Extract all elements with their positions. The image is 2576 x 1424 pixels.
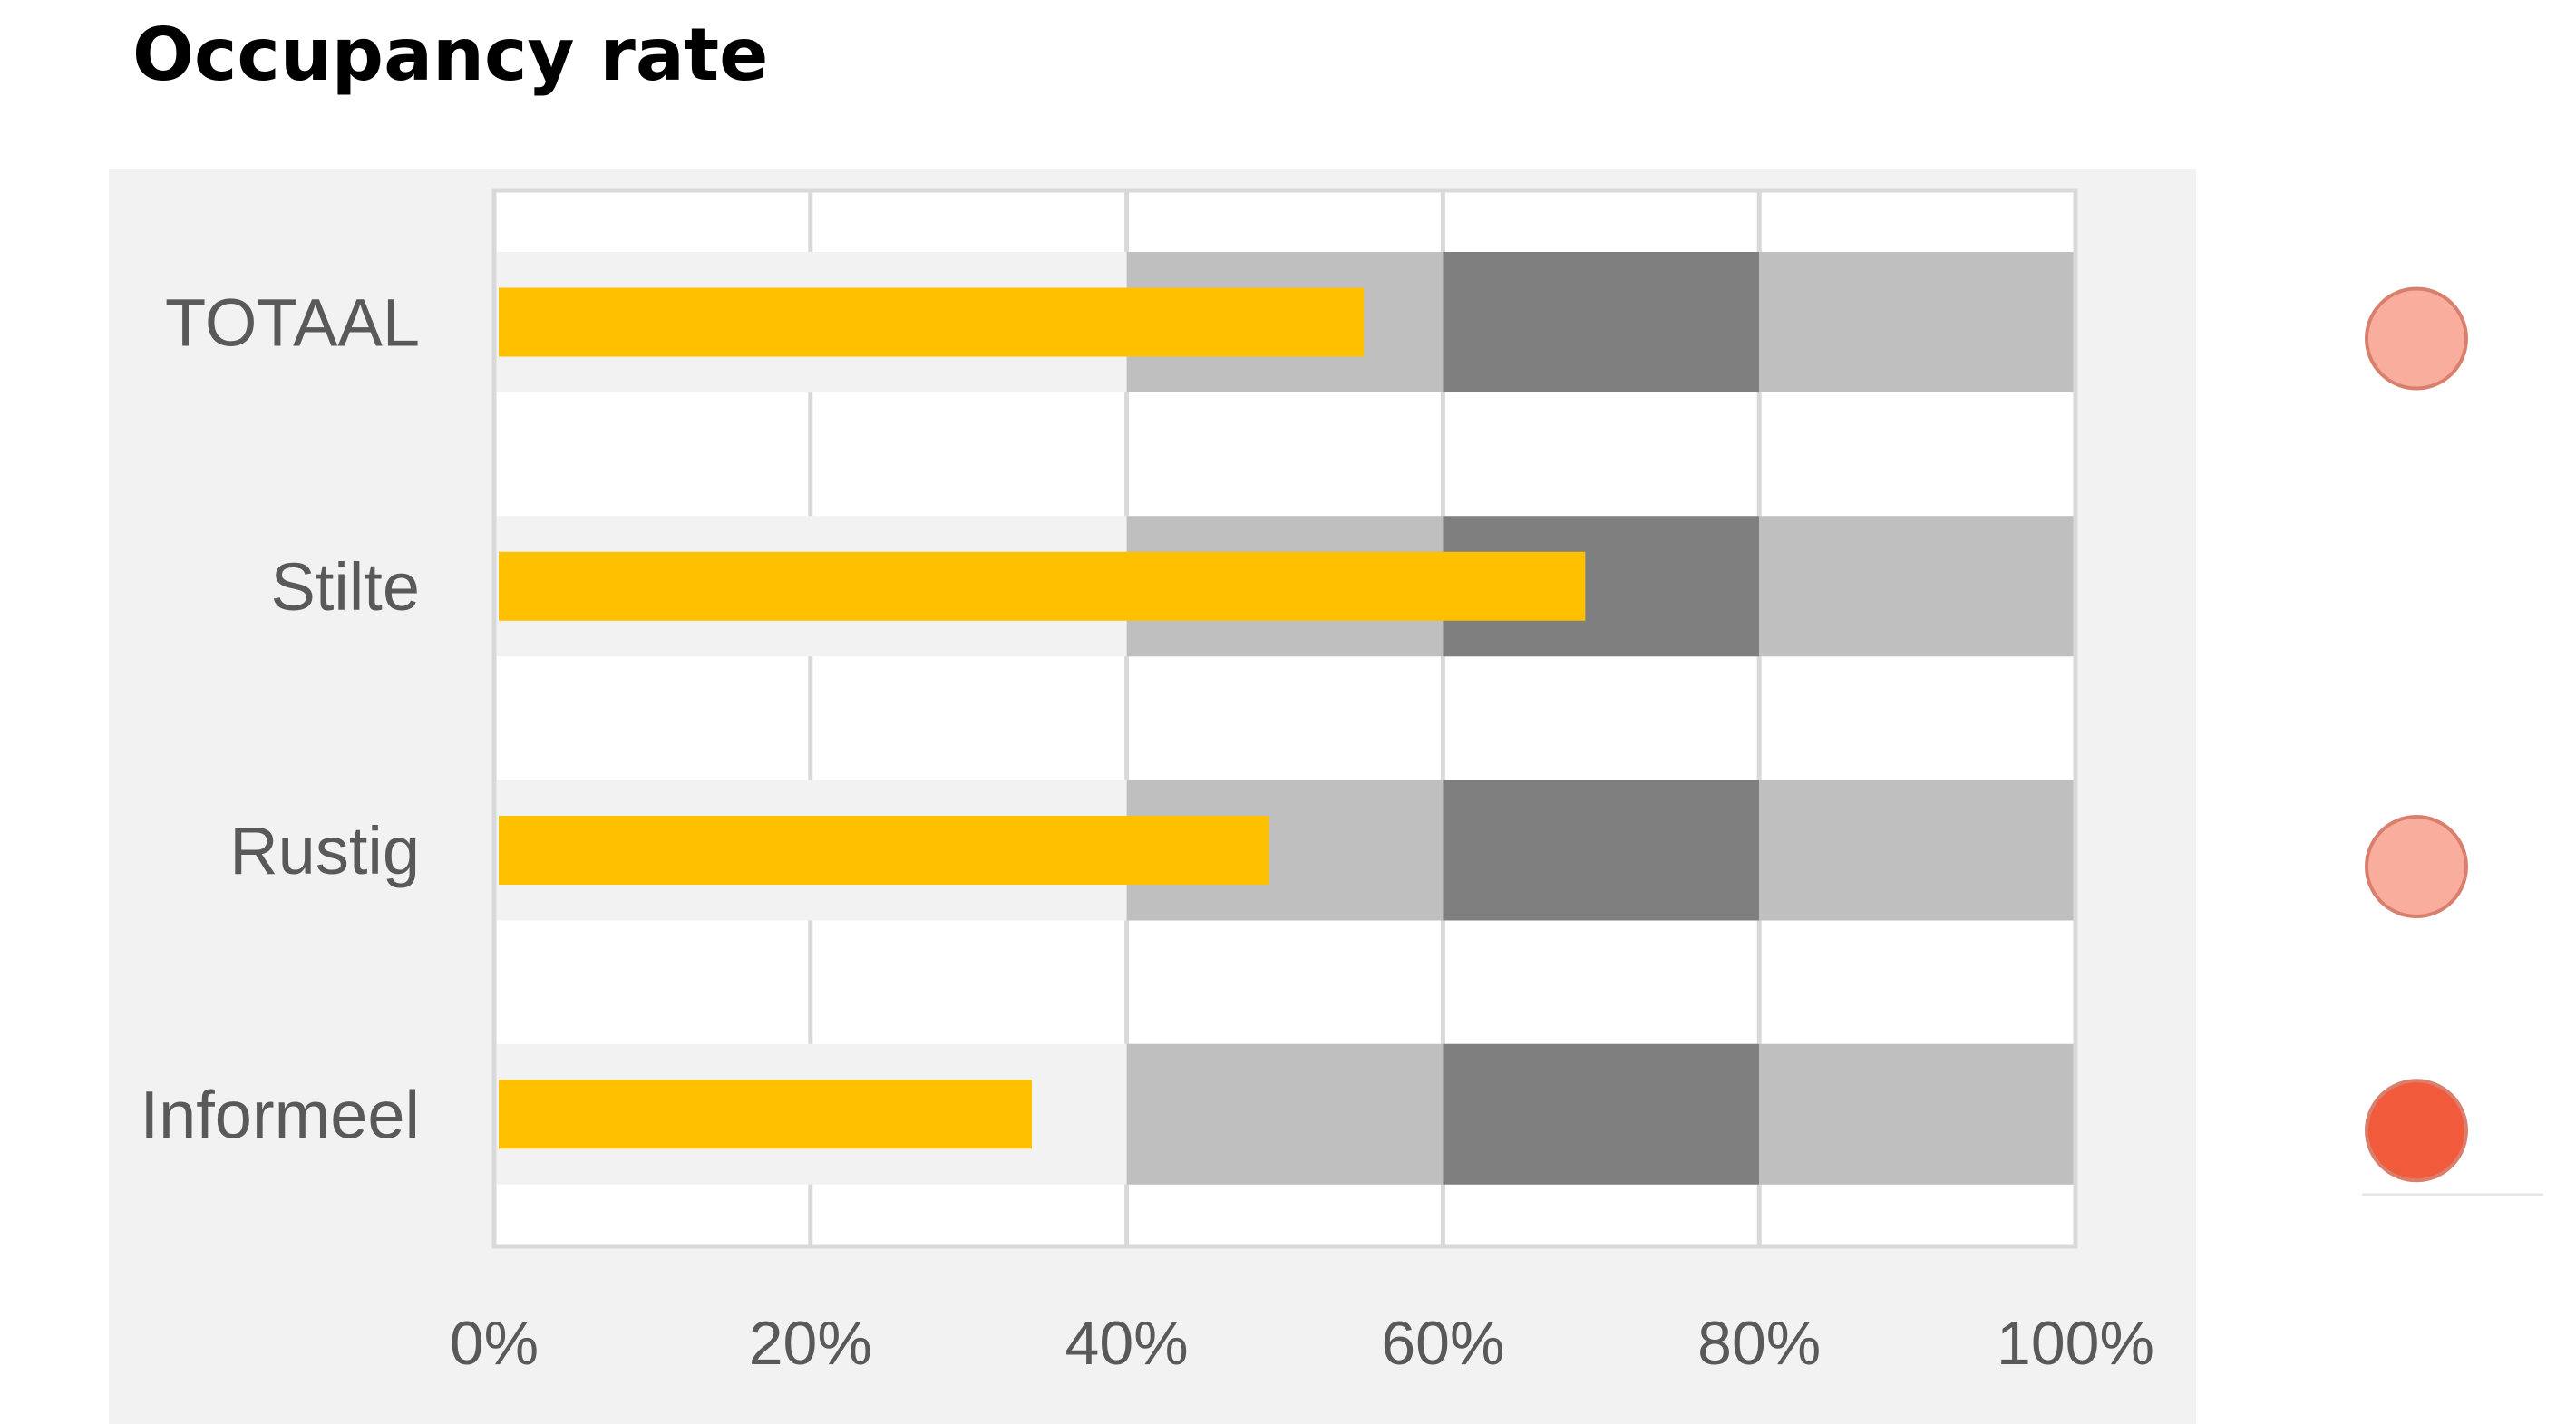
range-band <box>1759 252 2075 392</box>
x-tick-label: 20% <box>749 1309 872 1378</box>
x-tick-label: 100% <box>1997 1309 2154 1378</box>
value-bar <box>499 287 1365 357</box>
range-band <box>1126 1043 1444 1185</box>
range-band <box>1443 780 1760 921</box>
value-bar <box>499 1080 1032 1149</box>
range-band <box>1759 1043 2075 1185</box>
range-band <box>1443 1043 1760 1185</box>
plot-border <box>491 188 2078 1249</box>
status-indicator <box>2365 286 2468 391</box>
x-tick-label: 80% <box>1697 1309 1821 1378</box>
range-band <box>1443 252 1760 392</box>
x-tick-label: 0% <box>450 1309 539 1378</box>
value-bar <box>499 551 1586 621</box>
category-label: TOTAAL <box>165 286 420 361</box>
category-label: Stilte <box>270 549 420 625</box>
chart-title: Occupancy rate <box>132 13 769 97</box>
range-band <box>1759 780 2075 921</box>
status-indicator <box>2365 1079 2468 1183</box>
status-indicator <box>2365 815 2468 918</box>
x-tick-label: 60% <box>1381 1309 1504 1378</box>
x-tick-label: 40% <box>1065 1309 1189 1378</box>
category-label: Rustig <box>229 813 420 888</box>
value-bar <box>499 816 1269 885</box>
range-band <box>1759 516 2075 657</box>
category-label: Informeel <box>141 1077 420 1152</box>
